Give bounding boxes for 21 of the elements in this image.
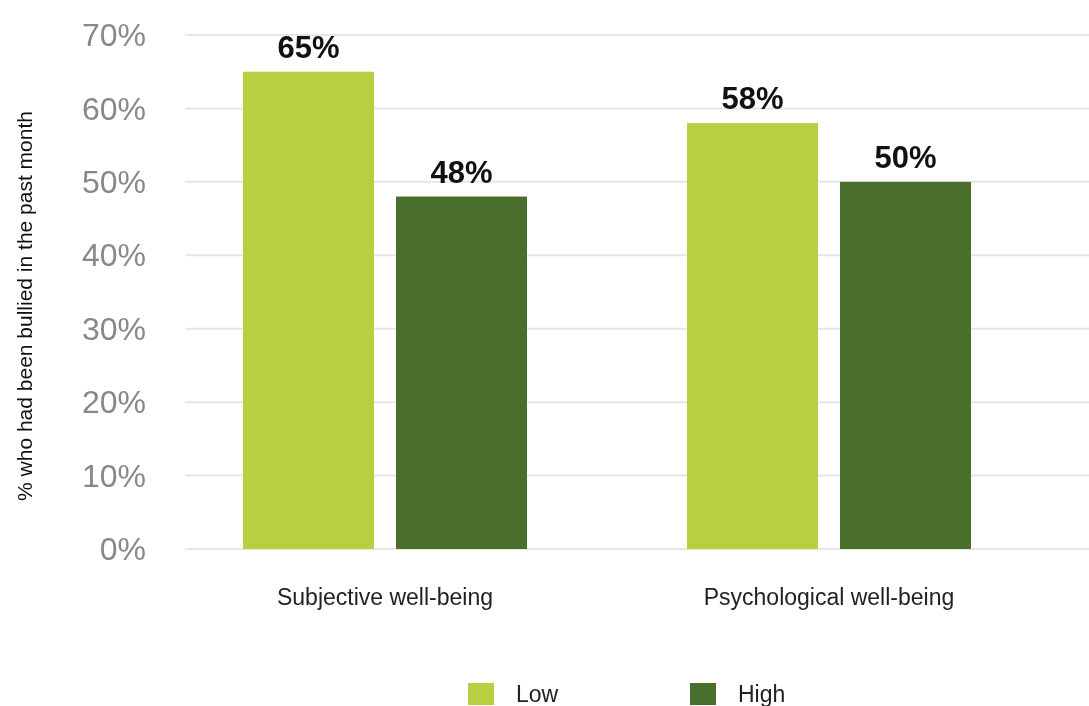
legend-label: Low (516, 681, 559, 706)
y-tick-label: 20% (81, 384, 146, 421)
y-tick-label: 70% (81, 17, 146, 54)
y-tick-label: 50% (81, 164, 146, 201)
bar (840, 181, 971, 549)
y-tick-label: 30% (81, 310, 146, 347)
bar (687, 123, 818, 549)
data-label: 65% (277, 29, 340, 65)
y-tick-label: 0% (99, 531, 146, 568)
x-tick-label: Psychological well-being (703, 584, 955, 610)
bar (243, 71, 374, 549)
y-axis-title: % who had been bullied in the past month (13, 111, 36, 501)
data-label: 48% (430, 154, 493, 190)
y-tick-label: 60% (81, 90, 146, 127)
y-tick-label: 40% (81, 237, 146, 274)
y-tick-label: 10% (81, 457, 146, 494)
x-tick-label: Subjective well-being (276, 584, 494, 610)
data-label: 58% (721, 81, 784, 117)
bar (396, 196, 527, 549)
legend-label: High (738, 681, 786, 706)
data-label: 50% (874, 139, 937, 175)
